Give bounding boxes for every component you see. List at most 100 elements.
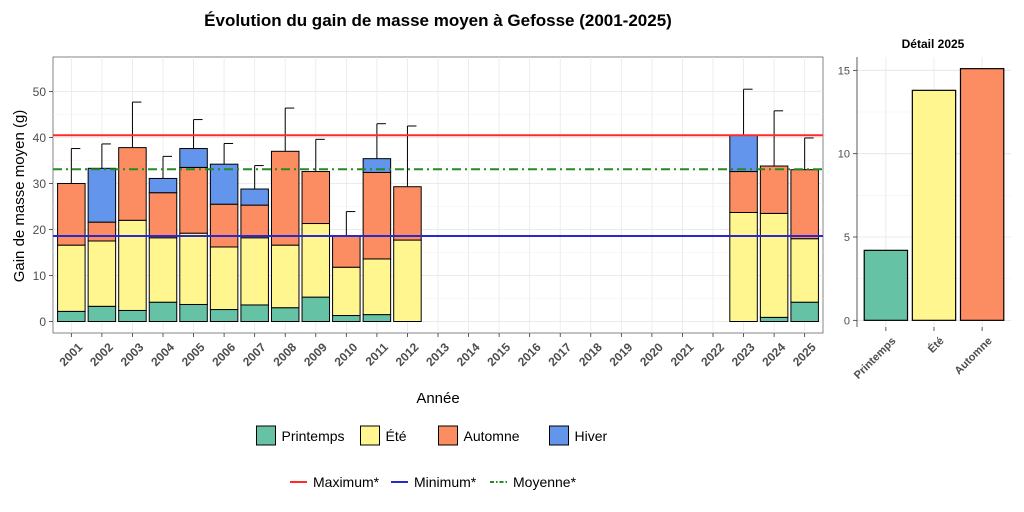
x-tick-label: Printemps [852,335,899,382]
bar-segment [118,309,147,322]
x-tick-label: 2003 [118,340,147,369]
bar-segment [790,238,819,303]
bar-segment [148,177,178,194]
bar-segment [270,244,300,309]
bar-segment [209,163,239,205]
y-tick-label: 20 [33,223,47,237]
bar-segment [209,309,239,323]
detail-bar [911,89,957,321]
x-tick-label: 2013 [423,340,452,369]
x-tick-label: 2006 [209,340,238,369]
x-tick-label: 2024 [759,340,788,369]
x-tick-label: 2007 [240,340,269,369]
bar-segment [729,134,758,173]
bar-segment [240,237,269,306]
x-tick-label: 2023 [729,340,758,369]
bar-segment [179,148,208,168]
bar-segment [270,150,300,246]
reference-line-legend: Maximum* Minimum* Moyenne* [290,474,577,490]
x-tick-label: 2017 [546,340,575,369]
x-tick-label: 2021 [668,340,697,369]
bar-segment [240,188,269,206]
bar-segment [148,192,178,239]
bar-segment [393,186,422,241]
detail-bar [959,68,1005,321]
y-tick-label: 0 [844,315,850,327]
legend-label: Minimum* [414,474,477,490]
x-tick-label: 2015 [484,340,513,369]
legend-label: Maximum* [313,474,380,490]
legend-label: Printemps [282,428,345,444]
x-tick-label: 2020 [637,340,666,369]
bar-segment [790,301,819,322]
bar-segment [729,211,758,322]
season-legend: Printemps Été Automne Hiver [256,425,608,446]
bar-segment [57,244,86,312]
bar-segment [301,223,331,298]
x-axis-title: Année [416,390,459,407]
legend-swatch [360,425,380,446]
x-tick-label: 2001 [57,340,86,369]
x-tick-label: 2004 [148,340,177,369]
x-tick-label: 2011 [363,340,392,369]
x-tick-label: Automne [952,335,994,377]
bar-segment [332,315,361,322]
x-tick-label: 2022 [698,340,727,369]
bar-segment [240,204,269,239]
x-tick-label: 2019 [607,340,636,369]
legend-swatch [438,425,458,446]
legend-swatch [549,425,569,446]
bar-segment [759,212,789,318]
legend-label: Moyenne* [513,474,577,490]
detail-chart-title: Détail 2025 [902,37,965,51]
y-tick-label: 40 [33,131,47,145]
bar-segment [57,310,86,323]
detail-plot-area: 0 5 10 15 Printemps Été Automne [838,57,1011,382]
bar-segment [179,303,208,323]
bar-segment [301,171,331,225]
bar-segment [790,169,819,240]
x-tick-label: 2008 [271,340,300,369]
x-tick-label: 2016 [515,340,544,369]
bar-segment [87,221,117,242]
bar-segment [729,171,758,213]
bar-segment [118,219,147,311]
y-tick-label: 30 [33,177,47,191]
bar-segment [57,183,86,246]
bar-segment [148,237,178,303]
legend-label: Hiver [575,428,608,444]
y-tick-label: 10 [33,269,47,283]
bar-segment [759,165,789,214]
bar-segment [179,166,208,234]
x-tick-label: 2010 [332,340,361,369]
x-tick-label: 2014 [454,340,483,369]
bar-segment [362,171,392,260]
bar-segment [209,203,239,248]
legend-swatch [256,425,276,446]
y-tick-label: 15 [838,65,850,77]
bar-segment [87,240,117,307]
bar-segment [332,235,361,268]
bar-segment [759,316,789,322]
bar-segment [240,304,269,323]
y-tick-label: 5 [844,232,850,244]
x-tick-label: 2025 [790,340,819,369]
legend-label: Été [386,428,407,444]
x-tick-label: 2009 [301,340,330,369]
detail-bar [863,249,909,321]
bar-segment [87,305,117,323]
x-tick-label: 2002 [87,340,116,369]
bar-segment [362,258,392,316]
main-chart-title: Évolution du gain de masse moyen à Gefos… [204,11,672,30]
y-axis-title: Gain de masse moyen (g) [11,110,28,283]
bar-segment [362,314,392,323]
bar-segment [362,158,392,173]
y-tick-label: 50 [33,85,47,99]
bar-segment [301,296,331,322]
bar-segment [118,147,147,221]
x-tick-label: 2018 [576,340,605,369]
x-tick-label: 2012 [393,340,422,369]
